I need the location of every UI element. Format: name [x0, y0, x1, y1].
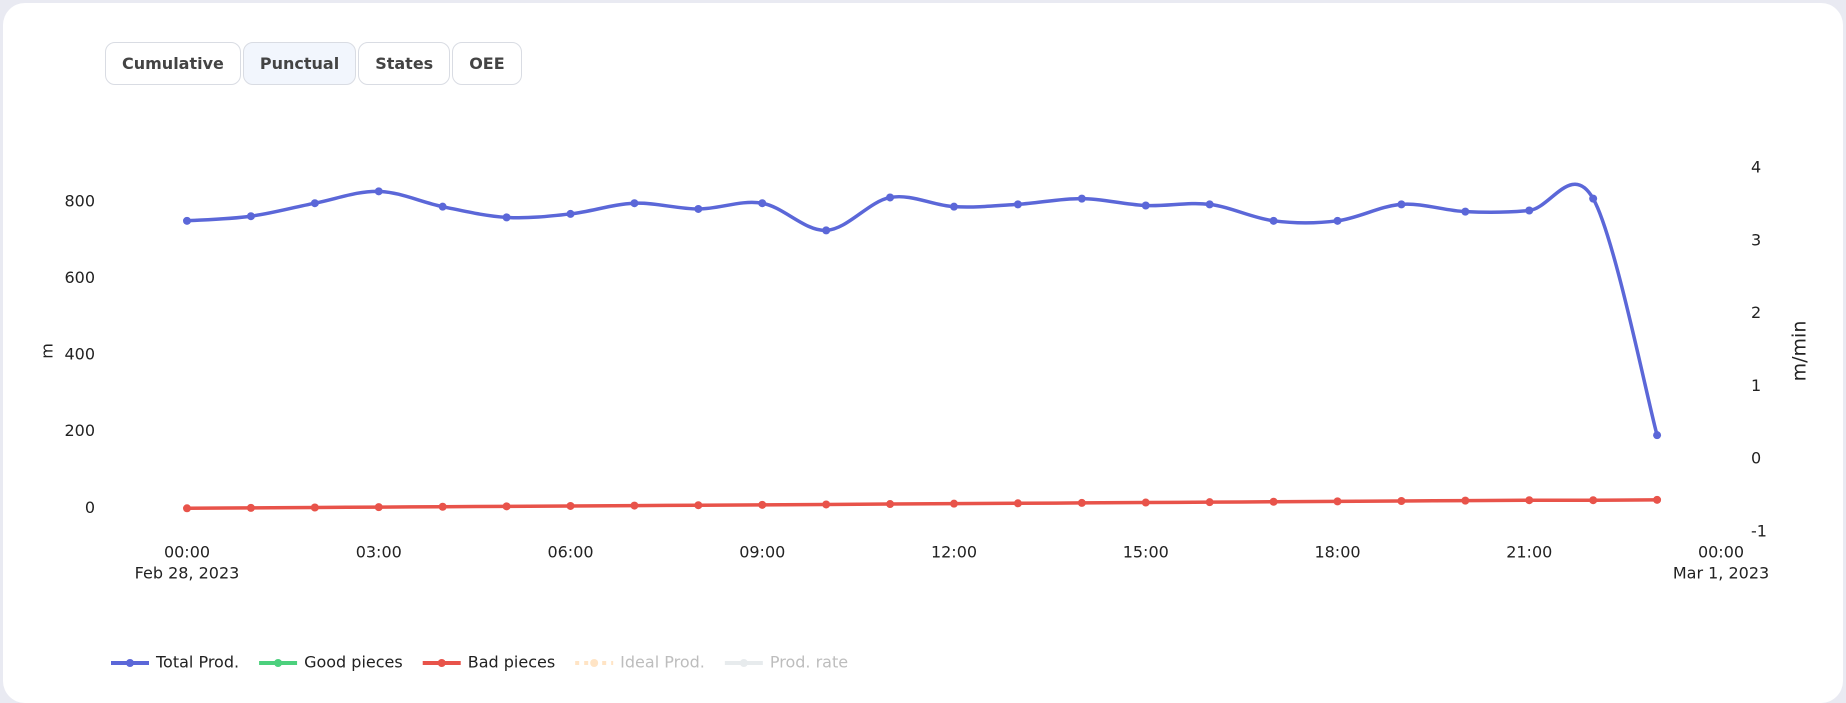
legend-item[interactable]: Bad pieces: [422, 653, 555, 672]
y-axis-title: m: [38, 343, 57, 359]
x-tick-date: Feb 28, 2023: [135, 564, 240, 583]
data-point: [630, 199, 639, 208]
card: Cumulative Punctual States OEE m m/min 0 200…: [3, 3, 1843, 703]
x-tick-label: 00:00: [164, 543, 210, 562]
legend-dot: [274, 659, 283, 667]
x-tick-label: 18:00: [1314, 543, 1360, 562]
data-point: [183, 216, 191, 225]
tab[interactable]: Cumulative: [105, 42, 241, 85]
data-point: [1461, 496, 1470, 505]
x-tick-label: 09:00: [739, 543, 785, 562]
data-point: [1525, 496, 1534, 505]
data-point: [1205, 498, 1214, 507]
y2-tick-label: 3: [1751, 230, 1761, 249]
legend-label: Prod. rate: [770, 653, 848, 672]
data-point: [246, 212, 255, 221]
y-tick-label: 0: [85, 498, 95, 517]
y-tick-label: 600: [64, 268, 95, 287]
tab[interactable]: Punctual: [242, 42, 357, 85]
data-point: [1525, 206, 1534, 215]
data-point: [758, 500, 767, 509]
legend-dot: [437, 659, 446, 667]
y2-axis-title: m/min: [1789, 321, 1811, 382]
data-point: [374, 503, 383, 512]
legend-dot: [739, 659, 748, 667]
data-point: [1077, 498, 1086, 507]
x-tick-label: 21:00: [1506, 543, 1552, 562]
y2-tick-label: 4: [1751, 158, 1761, 177]
x-tick-label: 06:00: [547, 543, 593, 562]
legend-item[interactable]: Ideal Prod.: [575, 653, 705, 672]
data-point: [1589, 496, 1598, 505]
data-point: [1205, 200, 1214, 209]
data-point: [1461, 207, 1470, 216]
legend-label: Bad pieces: [468, 653, 555, 672]
legend-label: Total Prod.: [155, 653, 239, 672]
y2-tick-label: 1: [1751, 376, 1761, 395]
data-point: [502, 213, 511, 222]
y2-tick-label: 2: [1751, 303, 1761, 322]
data-point: [310, 199, 319, 208]
legend-item[interactable]: Good pieces: [259, 653, 403, 672]
data-point: [502, 502, 511, 511]
data-point: [758, 199, 767, 208]
data-point: [566, 501, 575, 510]
y2-tick-label: -1: [1751, 522, 1767, 541]
x-tick-label: 03:00: [356, 543, 402, 562]
legend-dot: [126, 659, 134, 667]
data-point: [630, 501, 639, 510]
legend-dot: [590, 659, 599, 667]
data-point: [822, 226, 831, 235]
data-point: [1397, 496, 1406, 505]
data-point: [1269, 216, 1278, 225]
data-point: [886, 500, 895, 509]
chart: m m/min 0 200 400 600 800 -1 0 1 2 3 4 00:00 Feb 28,…: [38, 158, 1811, 672]
data-point: [438, 202, 447, 211]
data-point: [1333, 216, 1342, 225]
y-tick-label: 400: [64, 345, 95, 364]
data-point: [1141, 201, 1150, 210]
data-point: [1013, 499, 1022, 508]
data-point: [566, 209, 575, 218]
y2-tick-label: 0: [1751, 449, 1761, 468]
data-point: [1589, 194, 1598, 203]
tab[interactable]: States: [358, 42, 451, 85]
data-point: [694, 501, 703, 510]
data-point: [374, 187, 383, 196]
data-point: [438, 502, 447, 511]
x-tick-label: 00:00: [1698, 543, 1744, 562]
data-point: [950, 499, 958, 508]
data-point: [183, 504, 191, 513]
x-tick-label: 15:00: [1123, 543, 1169, 562]
data-point: [1013, 200, 1022, 209]
series-line: [186, 498, 1658, 511]
legend-label: Good pieces: [304, 653, 403, 672]
data-point: [310, 503, 319, 512]
data-point: [950, 202, 958, 211]
y-tick-label: 200: [64, 421, 95, 440]
data-point: [246, 503, 255, 512]
x-tick-label: 12:00: [931, 543, 977, 562]
data-point: [822, 500, 831, 509]
series-line: [186, 182, 1659, 436]
data-point: [694, 204, 703, 213]
data-point: [1269, 497, 1278, 506]
data-point: [1141, 498, 1150, 507]
data-point: [886, 193, 895, 202]
legend-label: Ideal Prod.: [620, 653, 705, 672]
legend-item[interactable]: Total Prod.: [111, 653, 239, 672]
data-point: [1653, 431, 1662, 440]
legend-item[interactable]: Prod. rate: [724, 653, 848, 672]
data-point: [1653, 495, 1662, 504]
data-point: [1397, 200, 1406, 209]
tab-bar: Cumulative Punctual States OEE: [105, 42, 522, 85]
data-point: [1077, 194, 1086, 203]
y-tick-label: 800: [64, 192, 95, 211]
data-point: [1333, 497, 1342, 506]
tab[interactable]: OEE: [452, 42, 522, 85]
x-tick-date: Mar 1, 2023: [1673, 564, 1769, 583]
